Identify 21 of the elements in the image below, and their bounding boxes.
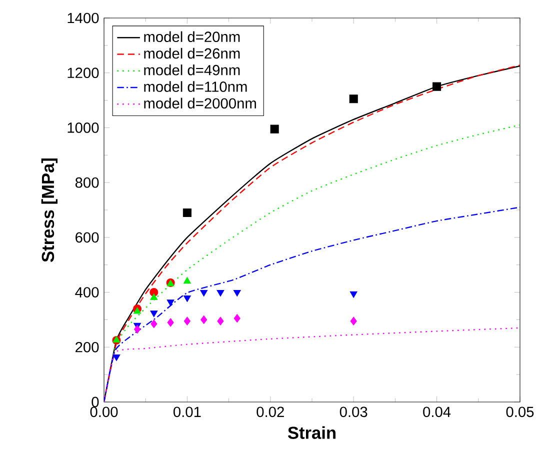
- y-axis-title: Stress [MPa]: [41, 158, 58, 262]
- y-tick-label: 1200: [68, 68, 99, 78]
- x-tick-label: 0.04: [423, 406, 451, 418]
- x-tick-label: 0.01: [173, 406, 201, 418]
- y-tick-label: 1400: [68, 12, 99, 24]
- x-tick-label: 0.02: [256, 406, 284, 418]
- y-tick-label: 400: [75, 287, 99, 298]
- x-tick-label: 0.05: [506, 406, 534, 418]
- y-tick-label: 600: [76, 232, 99, 243]
- x-tick-label: 0.00: [90, 406, 118, 418]
- x-axis-title: Strain: [288, 426, 336, 439]
- legend-label: model d=49nm: [144, 64, 240, 76]
- y-tick-label: 0: [92, 396, 99, 408]
- x-tick-label: 0.03: [340, 406, 368, 418]
- y-tick-label: 200: [76, 342, 99, 352]
- y-tick-label: 1000: [68, 122, 99, 133]
- legend-label: model d=110nm: [144, 81, 247, 92]
- legend-label: model d=26nm: [144, 48, 240, 59]
- legend-label: model d=20nm: [144, 31, 240, 42]
- y-tick-label: 800: [75, 177, 99, 188]
- legend-label: model d=2000nm: [144, 98, 256, 109]
